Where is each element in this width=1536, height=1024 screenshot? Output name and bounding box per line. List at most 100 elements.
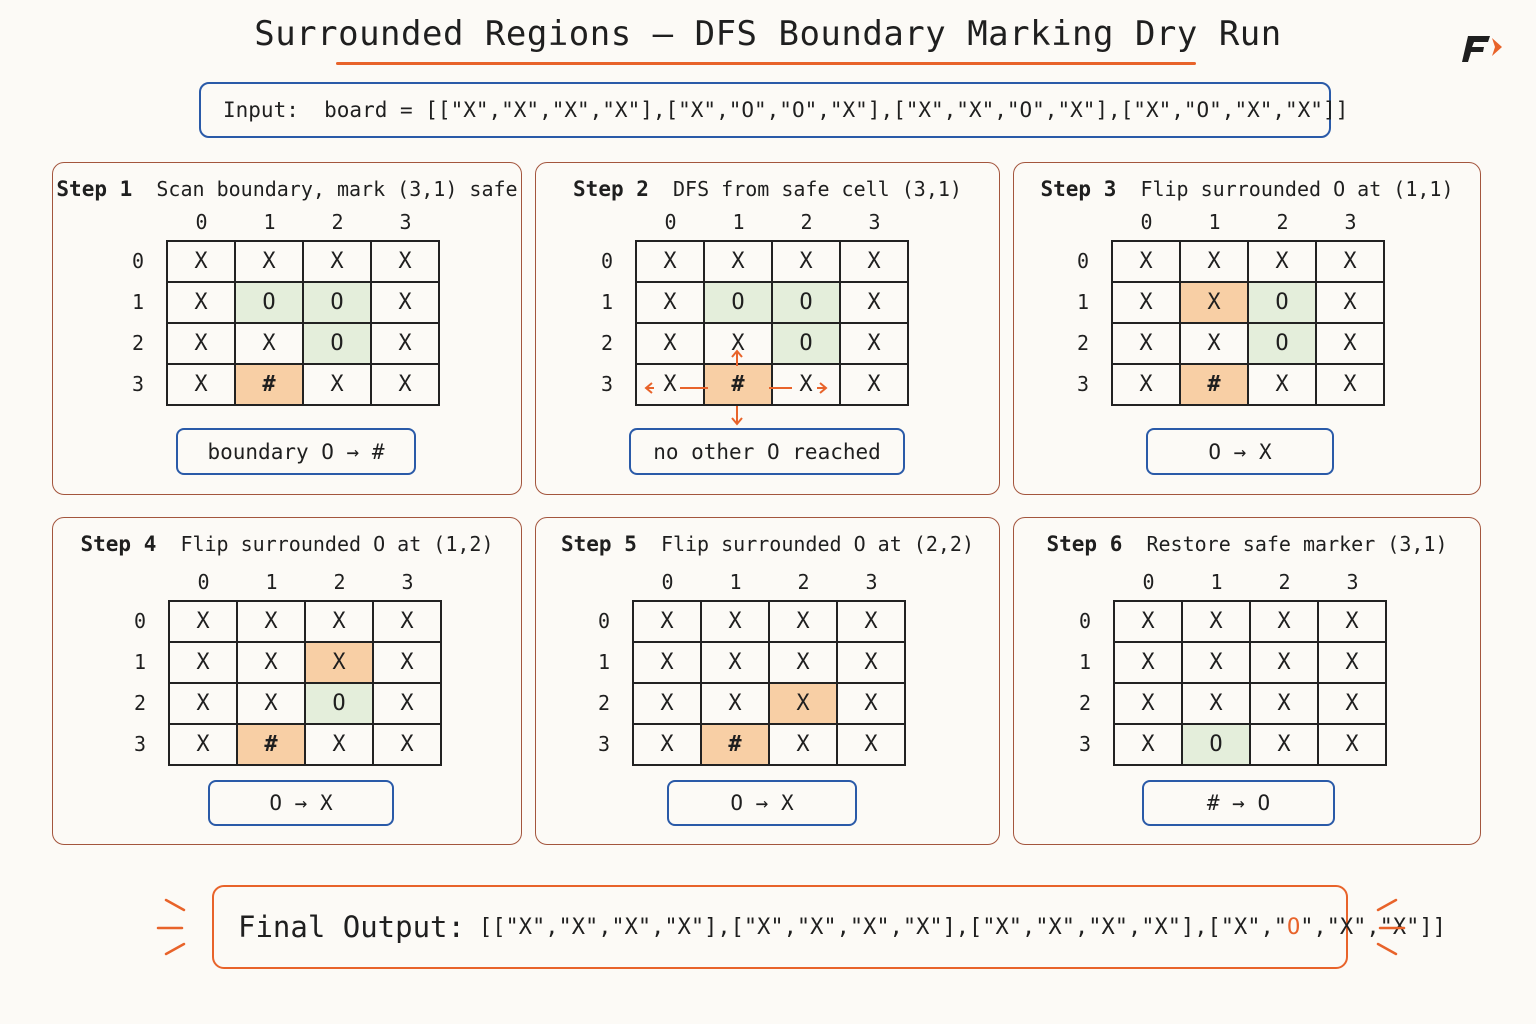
board-cell: X — [305, 601, 373, 642]
step-label: Step 5 — [560, 532, 637, 556]
input-board: Input: board = [["X","X","X","X"],["X","… — [199, 82, 1348, 138]
board-cell: X — [1318, 724, 1386, 765]
row-header: 3 — [597, 732, 611, 756]
step-title: Step 6 Restore safe marker (3,1) — [1014, 532, 1480, 556]
step-label: Step 4 — [80, 532, 157, 556]
column-header: 1 — [732, 210, 745, 234]
board-cell: X — [305, 642, 373, 683]
row-header: 3 — [131, 372, 145, 396]
left-burst-icon — [156, 898, 186, 956]
board-cell: X — [636, 282, 704, 323]
step-label: Step 2 — [573, 177, 649, 201]
board-cell: X — [167, 323, 235, 364]
logo-icon — [1462, 36, 1502, 62]
column-header: 2 — [333, 570, 346, 594]
board-cell: X — [169, 683, 237, 724]
board-cell: X — [371, 323, 439, 364]
column-header: 2 — [797, 570, 810, 594]
step-panel-6: Step 6 Restore safe marker (3,1) 0 1 2 3 0 1 2… — [1013, 517, 1481, 845]
board-cell: X — [1248, 241, 1316, 282]
row-header: 0 — [1078, 609, 1092, 633]
board-cell: X — [237, 601, 305, 642]
column-header: 2 — [1278, 570, 1291, 594]
row-header: 2 — [600, 331, 614, 355]
step-description: Restore safe marker (3,1) — [1146, 532, 1448, 556]
step-description: DFS from safe cell (3,1) — [672, 177, 962, 201]
board-cell: X — [371, 282, 439, 323]
board-cell: X — [237, 683, 305, 724]
board-cell: O — [303, 323, 371, 364]
board-cell: X — [636, 241, 704, 282]
step-description: Flip surrounded O at (1,2) — [180, 532, 494, 556]
row-header: 2 — [1078, 691, 1092, 715]
row-header: 2 — [1076, 331, 1090, 355]
board-cell: X — [1250, 683, 1318, 724]
board-cell: X — [1180, 323, 1248, 364]
board-cell: X — [837, 683, 905, 724]
board-cell: X — [840, 364, 908, 405]
board-grid: X X X X X X O X X X O X X # X X — [1111, 240, 1385, 406]
row-header: 2 — [133, 691, 147, 715]
step-note: no other O reached — [629, 428, 905, 475]
board-cell: X — [373, 601, 441, 642]
board-cell: X — [303, 364, 371, 405]
board-cell: X — [235, 323, 303, 364]
row-header: 0 — [133, 609, 147, 633]
step-label: Step 1 — [56, 177, 133, 201]
column-header: 1 — [1210, 570, 1223, 594]
board-cell: X — [169, 601, 237, 642]
board-cell: X — [1182, 601, 1250, 642]
board-cell: X — [303, 241, 371, 282]
row-header: 0 — [600, 249, 614, 273]
row-header: 1 — [600, 290, 614, 314]
column-header: 3 — [399, 210, 412, 234]
board-cell: X — [701, 683, 769, 724]
board-cell: X — [1112, 323, 1180, 364]
step-note: O → X — [667, 780, 857, 826]
step-panel-4: Step 4 Flip surrounded O at (1,2) 0 1 2 3 0 1… — [52, 517, 522, 845]
row-header: 2 — [131, 331, 145, 355]
board-cell: X — [373, 683, 441, 724]
board-cell: X — [1316, 364, 1384, 405]
board-cell: X — [840, 241, 908, 282]
row-header: 0 — [1076, 249, 1090, 273]
board-cell: X — [636, 364, 704, 405]
row-header: 3 — [133, 732, 147, 756]
board-grid: X X X X X O O X X X O X X # X X — [635, 240, 909, 406]
final-value-highlight: O — [1286, 914, 1301, 940]
board-cell: X — [1114, 724, 1182, 765]
board-cell: X — [235, 241, 303, 282]
board-grid: X X X X X X X X X X O X X # X X — [168, 600, 442, 766]
board-cell: X — [704, 323, 772, 364]
board-cell: X — [840, 282, 908, 323]
board-cell: X — [701, 601, 769, 642]
board-cell: X — [636, 323, 704, 364]
board-cell: X — [1318, 683, 1386, 724]
board-cell: X — [371, 241, 439, 282]
step-title: Step 4 Flip surrounded O at (1,2) — [53, 532, 521, 556]
board-cell: X — [772, 364, 840, 405]
column-header: 1 — [263, 210, 276, 234]
row-header: 3 — [1078, 732, 1092, 756]
row-header: 0 — [131, 249, 145, 273]
right-burst-icon — [1376, 898, 1406, 956]
title-underline — [336, 62, 1196, 65]
final-output-value: [["X","X","X","X"],["X","X","X","X"],["X… — [479, 915, 1446, 940]
column-header: 3 — [1344, 210, 1357, 234]
row-header: 0 — [597, 609, 611, 633]
column-header: 1 — [729, 570, 742, 594]
step-title: Step 2 DFS from safe cell (3,1) — [536, 177, 999, 201]
board-cell: O — [704, 282, 772, 323]
board-cell: O — [772, 323, 840, 364]
board-cell: X — [1182, 683, 1250, 724]
board-cell: X — [837, 724, 905, 765]
board-cell: X — [167, 282, 235, 323]
board-cell: X — [305, 724, 373, 765]
board-cell: X — [169, 642, 237, 683]
board-cell: X — [1316, 282, 1384, 323]
step-panel-3: Step 3 Flip surrounded O at (1,1) 0 1 2 3 0 1… — [1013, 162, 1481, 495]
board-cell: X — [769, 601, 837, 642]
step-label: Step 3 — [1040, 177, 1117, 201]
column-header: 0 — [661, 570, 674, 594]
column-header: 3 — [1346, 570, 1359, 594]
